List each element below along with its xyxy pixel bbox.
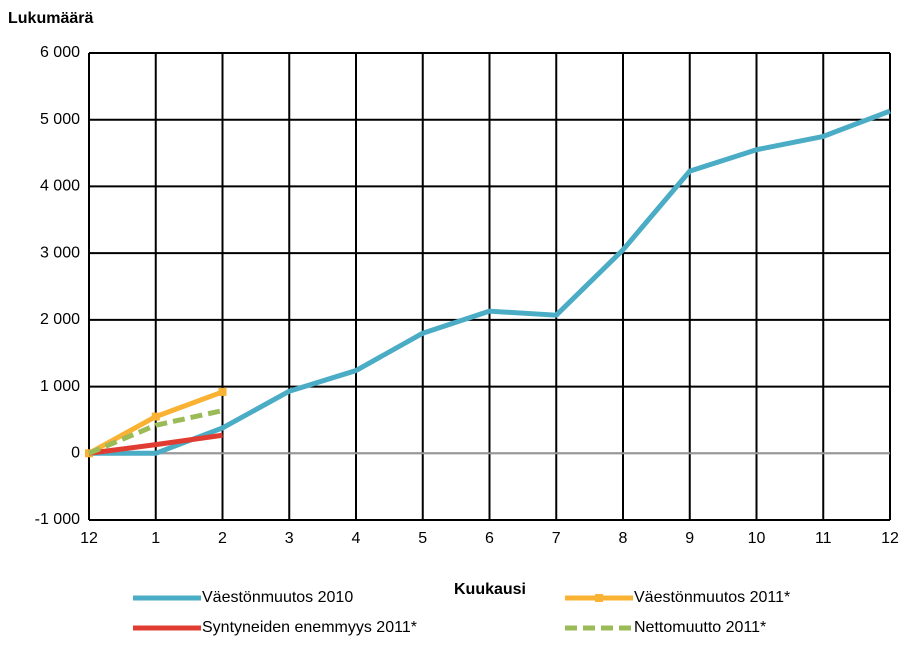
y-tick-label: 0 bbox=[71, 445, 80, 462]
x-tick-label: 8 bbox=[619, 530, 628, 547]
legend-label: Väestönmuutos 2010 bbox=[202, 589, 353, 606]
series-marker bbox=[151, 412, 160, 421]
y-tick-label: 2 000 bbox=[40, 311, 80, 328]
y-tick-label: 4 000 bbox=[40, 178, 80, 195]
legend-label: Nettomuutto 2011* bbox=[634, 619, 766, 636]
x-tick-label: 1 bbox=[151, 530, 160, 547]
y-tick-label: -1 000 bbox=[35, 511, 80, 528]
y-tick-label: 6 000 bbox=[40, 44, 80, 61]
x-tick-label: 9 bbox=[685, 530, 694, 547]
legend-marker bbox=[595, 594, 603, 602]
series-line bbox=[88, 408, 224, 456]
x-tick-label: 12 bbox=[80, 530, 98, 547]
series-line bbox=[89, 108, 891, 456]
x-tick-label: 11 bbox=[815, 530, 832, 547]
x-tick-label: 2 bbox=[218, 530, 227, 547]
x-axis-label: Kuukausi bbox=[454, 581, 526, 598]
x-tick-label: 4 bbox=[352, 530, 361, 547]
x-tick-label: 6 bbox=[485, 530, 494, 547]
x-tick-label: 5 bbox=[418, 530, 427, 547]
x-tick-label: 10 bbox=[748, 530, 766, 547]
x-tick-label: 3 bbox=[285, 530, 294, 547]
legend-label: Väestönmuutos 2011* bbox=[634, 589, 790, 606]
y-tick-label: 5 000 bbox=[40, 111, 80, 128]
series-marker bbox=[218, 387, 227, 396]
x-tick-label: 12 bbox=[881, 530, 899, 547]
y-tick-label: 3 000 bbox=[40, 244, 80, 261]
x-tick-label: 7 bbox=[552, 530, 561, 547]
series-line bbox=[88, 432, 223, 456]
y-tick-label: 1 000 bbox=[40, 378, 80, 395]
legend-label: Syntyneiden enemmyys 2011* bbox=[202, 619, 417, 636]
chart-title: Lukumäärä bbox=[8, 10, 93, 27]
